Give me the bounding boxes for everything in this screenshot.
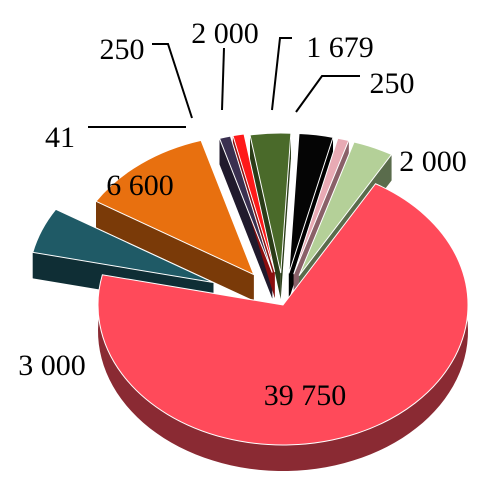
leader-line xyxy=(152,43,193,119)
data-label: 6 600 xyxy=(106,169,174,202)
data-label: 1 679 xyxy=(306,31,374,64)
pie-slice xyxy=(95,139,255,276)
data-label: 250 xyxy=(370,67,415,100)
data-label: 2 000 xyxy=(399,145,467,178)
pie-slice xyxy=(288,133,334,274)
pie-slice xyxy=(32,208,214,284)
data-label: 2 000 xyxy=(191,17,259,50)
pie-slice-face xyxy=(250,134,281,300)
pie-slice xyxy=(298,141,393,276)
leader-lines xyxy=(88,37,360,128)
pie-slice xyxy=(97,183,469,446)
leader-line xyxy=(295,75,360,113)
data-label: 250 xyxy=(100,33,145,66)
pie-slice xyxy=(232,133,276,273)
pie-slice-face xyxy=(219,138,273,299)
data-label: 3 000 xyxy=(18,349,86,382)
data-label: 41 xyxy=(45,121,75,154)
pie-slice xyxy=(249,132,292,274)
data-label: 39 750 xyxy=(264,379,347,412)
pie-slice-tops xyxy=(32,132,469,446)
leader-line xyxy=(271,37,292,111)
pie-slice xyxy=(218,135,273,273)
pie-slice xyxy=(293,137,350,275)
leader-line xyxy=(221,47,225,111)
pie-slice-face xyxy=(96,201,254,301)
